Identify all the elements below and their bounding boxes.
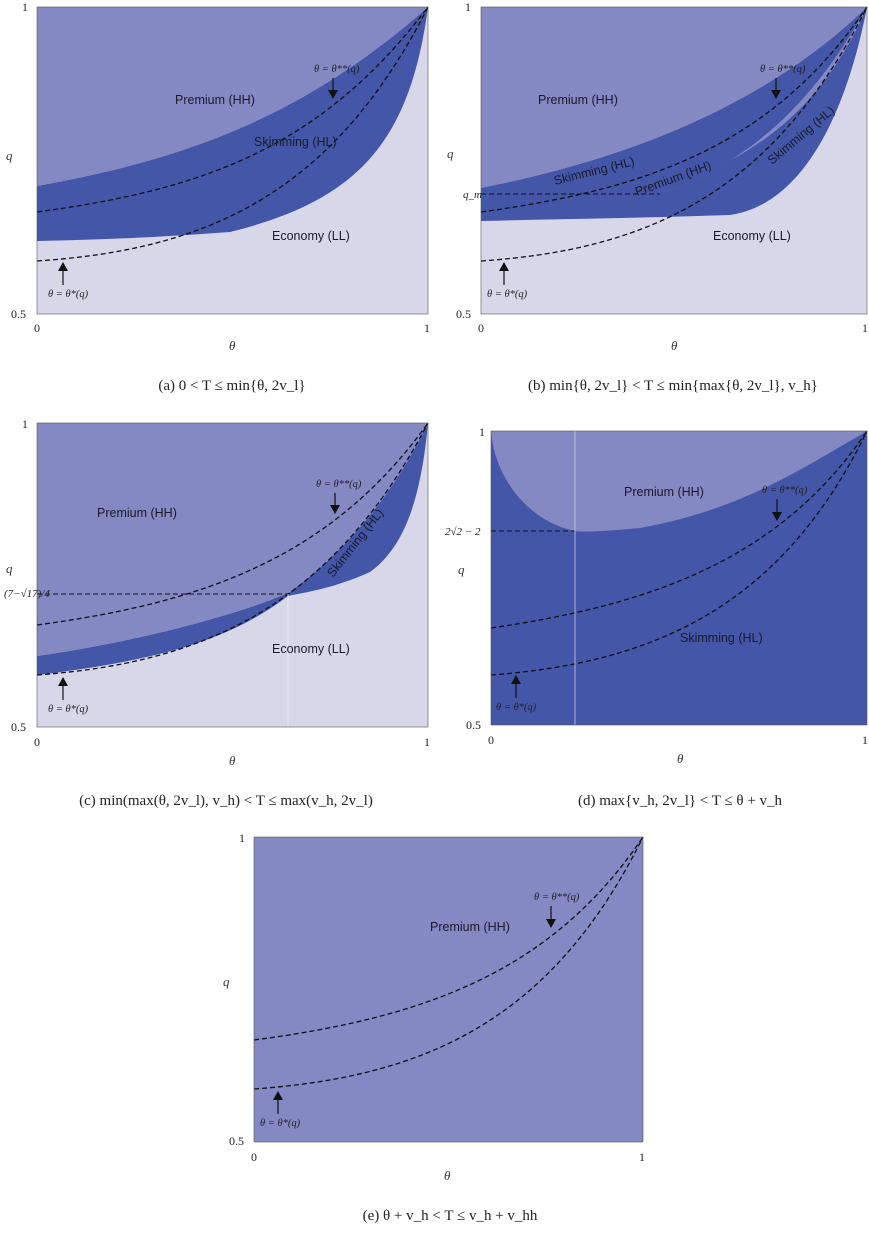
panel-d-ytick-marker: 2√2 − 2 — [445, 526, 481, 538]
panel-a-curve-theta-star-star — [36, 6, 429, 213]
panel-c-arrowhead-up — [58, 677, 68, 686]
panel-a-xlabel: θ — [229, 338, 236, 353]
panel-d-arrowhead-down — [772, 512, 782, 521]
panel-a-region-skimming — [37, 7, 428, 241]
panel-d-ylabel: q — [458, 562, 465, 577]
caption-d: (d) max{v_h, 2v_l} < T ≤ θ + v_h — [577, 793, 783, 809]
panel-e-xtick-right: 1 — [639, 1150, 645, 1164]
panel-b-arrowhead-down — [771, 90, 781, 99]
panel-c-frame — [36, 422, 429, 728]
panel-c-curve-theta-star — [36, 422, 429, 676]
panel-c-region-label-economy: Economy (LL) — [272, 642, 350, 656]
panel-c: Premium (HH) Skimming (HL) Economy (LL) … — [4, 417, 430, 768]
panel-c-annotation-theta-star: θ = θ*(q) — [48, 704, 89, 715]
panel-c-ytick-bottom: 0.5 — [11, 720, 26, 734]
panel-d-xtick-left: 0 — [488, 733, 494, 747]
caption-a: (a) 0 < T ≤ min{θ, 2v_l} — [158, 378, 306, 394]
panel-e-ylabel: q — [223, 974, 230, 989]
panel-a-ytick-bottom: 0.5 — [11, 307, 26, 321]
panel-d-xtick-right: 1 — [862, 733, 868, 747]
panel-b-annotation-theta-star: θ = θ*(q) — [487, 289, 528, 300]
panel-e-curve-theta-star-star — [253, 836, 644, 1041]
panel-d: Premium (HH) Skimming (HL) θ = θ**(q) θ … — [445, 425, 868, 766]
panel-a: Premium (HH) Skimming (HL) Economy (LL) … — [6, 0, 430, 353]
panel-e-annotation-theta-star-star: θ = θ**(q) — [534, 892, 580, 903]
panel-d-region-premium — [491, 431, 867, 532]
panel-e-ytick-top: 1 — [239, 831, 245, 845]
panel-b: Premium (HH) Skimming (HL) Premium (HH) … — [447, 0, 868, 353]
panel-b-ylabel: q — [447, 146, 454, 161]
panel-d-annotation-theta-star: θ = θ*(q) — [496, 702, 537, 713]
panel-e-xtick-left: 0 — [251, 1150, 257, 1164]
panel-e-ytick-bottom: 0.5 — [229, 1134, 244, 1148]
panel-c-ylabel: q — [6, 561, 13, 576]
caption-e: (e) θ + v_h < T ≤ v_h + v_hh — [362, 1208, 538, 1224]
panel-b-frame — [480, 6, 868, 315]
panel-d-annotation-theta-star-star: θ = θ**(q) — [762, 485, 808, 496]
panel-c-xlabel: θ — [229, 753, 236, 768]
panel-a-ylabel: q — [6, 148, 13, 163]
panel-d-xlabel: θ — [677, 751, 684, 766]
caption-b: (b) min{θ, 2v_l} < T ≤ min{max{θ, 2v_l},… — [528, 378, 818, 394]
panel-a-xtick-right: 1 — [424, 321, 430, 335]
panel-c-xtick-right: 1 — [424, 735, 430, 749]
panel-b-xtick-left: 0 — [478, 321, 484, 335]
panel-e-annotation-theta-star: θ = θ*(q) — [260, 1118, 301, 1129]
panel-b-xlabel: θ — [671, 338, 678, 353]
panel-a-arrowhead-up — [58, 262, 68, 271]
panel-b-region-premium-top — [481, 7, 867, 188]
panel-e-arrowhead-up — [273, 1091, 283, 1100]
panel-c-xtick-left: 0 — [34, 735, 40, 749]
panel-b-region-label-premium-top: Premium (HH) — [538, 93, 618, 107]
panel-d-ytick-bottom: 0.5 — [466, 718, 481, 732]
panel-a-region-label-premium: Premium (HH) — [175, 93, 255, 107]
panel-c-curve-theta-star-star — [36, 422, 429, 626]
panel-b-curve-theta-star — [480, 6, 868, 262]
panel-b-annotation-theta-star-star: θ = θ**(q) — [760, 64, 806, 75]
panel-e-region-label-premium: Premium (HH) — [430, 920, 510, 934]
panel-d-arrowhead-up — [511, 675, 521, 684]
panel-c-ytick-marker: (7−√17)/4 — [4, 588, 50, 600]
panel-a-frame — [36, 6, 429, 315]
panel-b-ytick-qm: q_m — [463, 189, 482, 201]
panel-a-arrowhead-down — [328, 90, 338, 99]
panel-b-region-skimming-upper — [481, 7, 867, 210]
panel-d-curve-theta-star — [490, 430, 868, 676]
panel-c-annotation-theta-star-star: θ = θ**(q) — [316, 479, 362, 490]
panel-d-frame — [490, 430, 868, 726]
panel-e-xlabel: θ — [444, 1168, 451, 1183]
panel-e-arrowhead-down — [546, 919, 556, 928]
panel-a-region-label-economy: Economy (LL) — [272, 229, 350, 243]
panel-c-region-label-premium: Premium (HH) — [97, 506, 177, 520]
panel-c-region-premium — [37, 423, 428, 656]
panel-a-region-premium — [37, 7, 428, 186]
panel-a-annotation-theta-star-star: θ = θ**(q) — [314, 64, 360, 75]
panel-a-xtick-left: 0 — [34, 321, 40, 335]
panel-b-region-skimming-lower — [481, 7, 867, 221]
panel-b-ytick-top: 1 — [465, 0, 471, 14]
panel-d-curve-theta-star-star — [490, 430, 868, 629]
panel-a-annotation-theta-star: θ = θ*(q) — [48, 289, 89, 300]
panel-e-curve-theta-star — [253, 836, 644, 1090]
panel-e: Premium (HH) θ = θ**(q) θ = θ*(q) 1 0.5 … — [223, 831, 645, 1183]
panel-d-ytick-top: 1 — [479, 425, 485, 439]
panel-c-arrowhead-down — [330, 505, 340, 514]
panel-b-curve-theta-star-star — [480, 6, 868, 213]
caption-c: (c) min(max(θ, 2v_l), v_h) < T ≤ max(v_h… — [79, 793, 373, 809]
panel-e-frame — [253, 836, 644, 1143]
panel-b-xtick-right: 1 — [862, 321, 868, 335]
panel-b-region-label-economy: Economy (LL) — [713, 229, 791, 243]
panel-a-curve-theta-star — [36, 6, 429, 262]
panel-d-region-label-skimming: Skimming (HL) — [680, 631, 763, 645]
panel-e-region-premium — [254, 837, 643, 1142]
panel-b-arrowhead-up — [499, 262, 509, 271]
panel-d-region-label-premium: Premium (HH) — [624, 485, 704, 499]
panel-b-ytick-bottom: 0.5 — [456, 307, 471, 321]
panel-a-ytick-top: 1 — [22, 0, 28, 14]
panel-c-region-skimming — [37, 423, 428, 675]
panel-a-region-label-skimming: Skimming (HL) — [254, 135, 337, 149]
panel-c-ytick-top: 1 — [22, 417, 28, 431]
